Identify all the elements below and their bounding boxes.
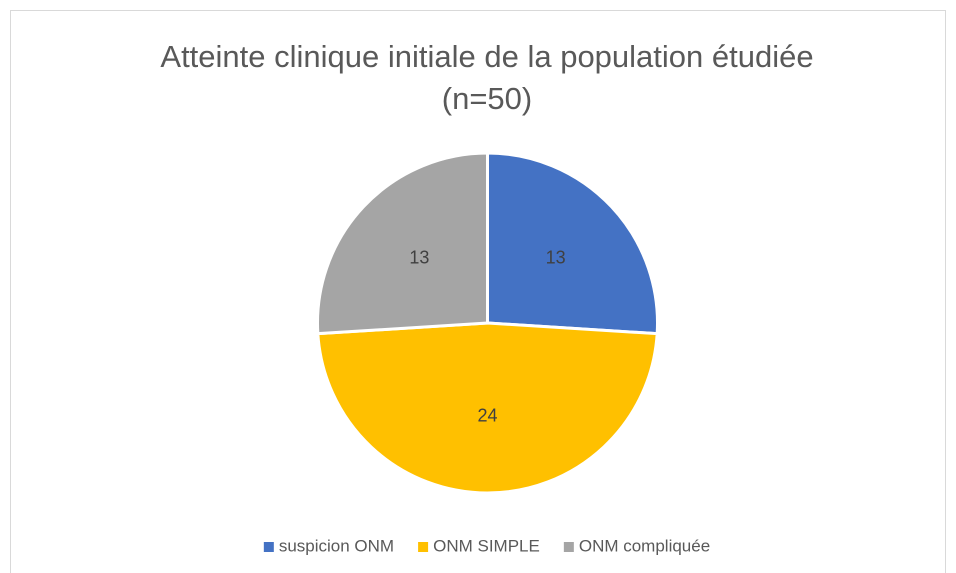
chart-title: (n=50) — [442, 81, 532, 116]
legend-label: ONM compliquée — [579, 536, 710, 555]
legend-swatch — [418, 542, 429, 552]
legend-label: suspicion ONM — [279, 536, 394, 555]
pie-slice — [486, 151, 659, 336]
legend-swatch — [563, 542, 574, 552]
pie-slice — [316, 321, 659, 495]
data-label: 24 — [477, 405, 497, 425]
chart-title: Atteinte clinique initiale de la populat… — [160, 39, 813, 74]
legend-label: ONM SIMPLE — [433, 536, 540, 555]
data-label: 13 — [409, 248, 429, 268]
legend-swatch — [263, 542, 274, 552]
data-label: 13 — [546, 248, 566, 268]
pie-slice — [316, 151, 489, 336]
